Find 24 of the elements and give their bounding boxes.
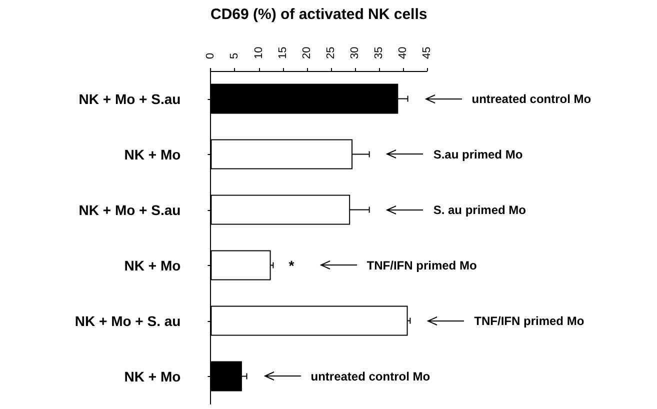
x-tick-label: 45 [421,46,433,59]
text: TNF/IFN primed Mo [474,314,584,328]
y-tick-label: NK + Mo [124,257,181,274]
x-tick-label: 10 [252,46,265,59]
y-tick-label: NK + Mo [124,146,181,162]
text: S. au primed Mo [433,202,526,217]
x-tick-label: 25 [324,46,337,59]
x-axis-title: CD69 (%) of activated NK cells [210,6,428,23]
text: S.au primed Mo [433,147,523,162]
x-tick-label: 5 [228,52,241,59]
x-tick-label: 35 [372,46,385,59]
data-label: * [288,257,295,274]
annotation: TNF/IFN primed Mo [366,258,477,272]
annotation: untreated control Mo [310,369,430,384]
x-tick-label: 15 [276,46,289,59]
x-tick-label: 40 [396,46,409,59]
y-tick-label: NK + Mo [124,368,181,384]
text: untreated control Mo [472,92,592,106]
x-tick-label: 30 [348,46,361,59]
x-tick-label: 20 [300,46,313,59]
y-tick-label: NK + Mo + S.au [78,90,181,107]
y-tick-label: NK + Mo + S.au [78,202,181,218]
x-tick-label: 0 [204,52,217,59]
y-tick-label: NK + Mo + S. au [74,312,181,329]
